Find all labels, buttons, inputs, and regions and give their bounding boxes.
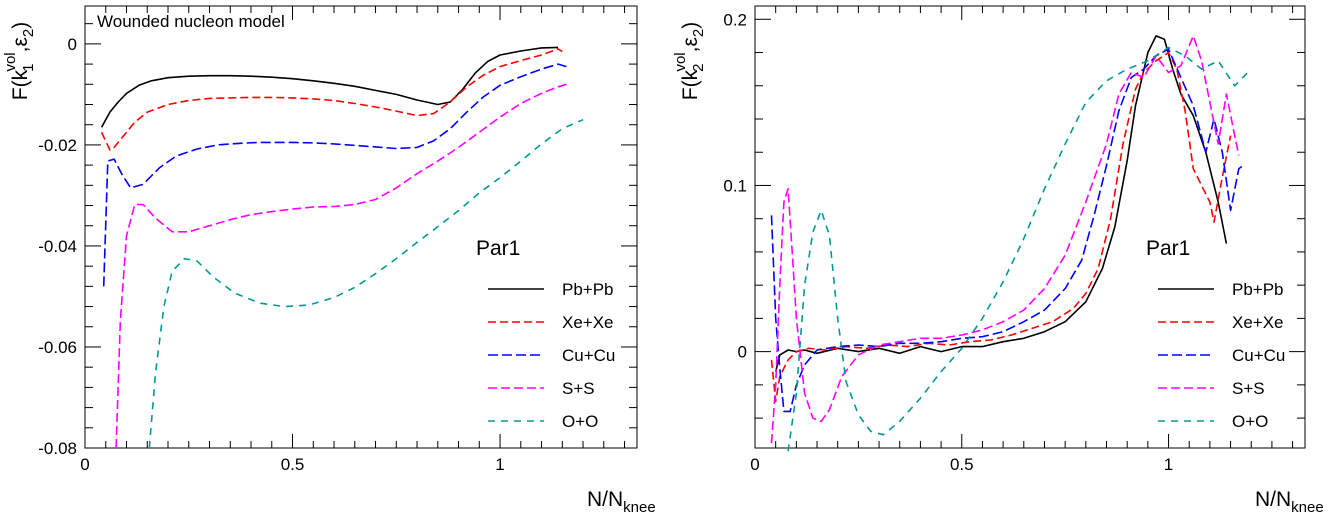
y-axis-label: F(k1vol,ε2): [2, 22, 37, 100]
legend-label: Cu+Cu: [1232, 346, 1285, 365]
legend-label: S+S: [562, 379, 595, 398]
y-tick-label: 0.1: [723, 176, 747, 195]
series-line-pb-pb: [774, 35, 1228, 372]
legend-label: Cu+Cu: [562, 346, 615, 365]
legend-label: O+O: [562, 412, 598, 431]
legend-label: Xe+Xe: [562, 313, 614, 332]
legend-title: Par1: [1146, 237, 1190, 260]
x-tick-label: 1: [1164, 455, 1173, 474]
legend-label: Pb+Pb: [1232, 280, 1284, 299]
panel-right: 0 0.5 1 0 0.1 0.2 Par1 Pb+Pb Xe+Xe Cu+Cu S+S O+O N/N…: [672, 5, 1324, 516]
legend-title: Par1: [476, 237, 520, 260]
x-axis-label: N/Nknee: [587, 488, 656, 516]
legend-label: Pb+Pb: [562, 280, 614, 299]
y-tick-label: 0: [68, 35, 77, 54]
series-line-xe-xe: [100, 48, 563, 151]
y-tick-label: 0: [738, 343, 747, 362]
x-tick-label: 0.5: [950, 455, 974, 474]
legend-label: S+S: [1232, 379, 1265, 398]
x-tick-label: 1: [495, 455, 504, 474]
legend-label: O+O: [1232, 412, 1268, 431]
y-tick-label: -0.04: [38, 237, 77, 256]
x-tick-label: 0.5: [281, 455, 305, 474]
series-line-cu-cu: [770, 48, 1244, 413]
legend-label: Xe+Xe: [1232, 313, 1284, 332]
series-line-s-s: [770, 35, 1240, 444]
x-tick-label: 0: [80, 455, 89, 474]
model-annotation: Wounded nucleon model: [97, 12, 285, 31]
y-tick-label: 0.2: [723, 10, 747, 29]
plot-frame: [754, 5, 1306, 449]
series-line-s-s: [115, 83, 567, 449]
series-line-o-o: [148, 118, 584, 449]
panel-left: 0 0.5 1 -0.08 -0.06 -0.04 -0.02 0 Wounded nucleo…: [2, 5, 656, 516]
x-axis-label: N/Nknee: [1255, 488, 1324, 516]
y-tick-label: -0.06: [38, 338, 77, 357]
y-axis-label: F(k2vol,ε2): [672, 22, 707, 100]
series-line-o-o: [787, 46, 1252, 452]
series-line-cu-cu: [102, 63, 567, 287]
x-tick-label: 0: [750, 455, 759, 474]
plot-frame: [84, 5, 638, 449]
series-line-pb-pb: [100, 46, 559, 128]
y-tick-label: -0.08: [38, 439, 77, 458]
y-tick-label: -0.02: [38, 136, 77, 155]
